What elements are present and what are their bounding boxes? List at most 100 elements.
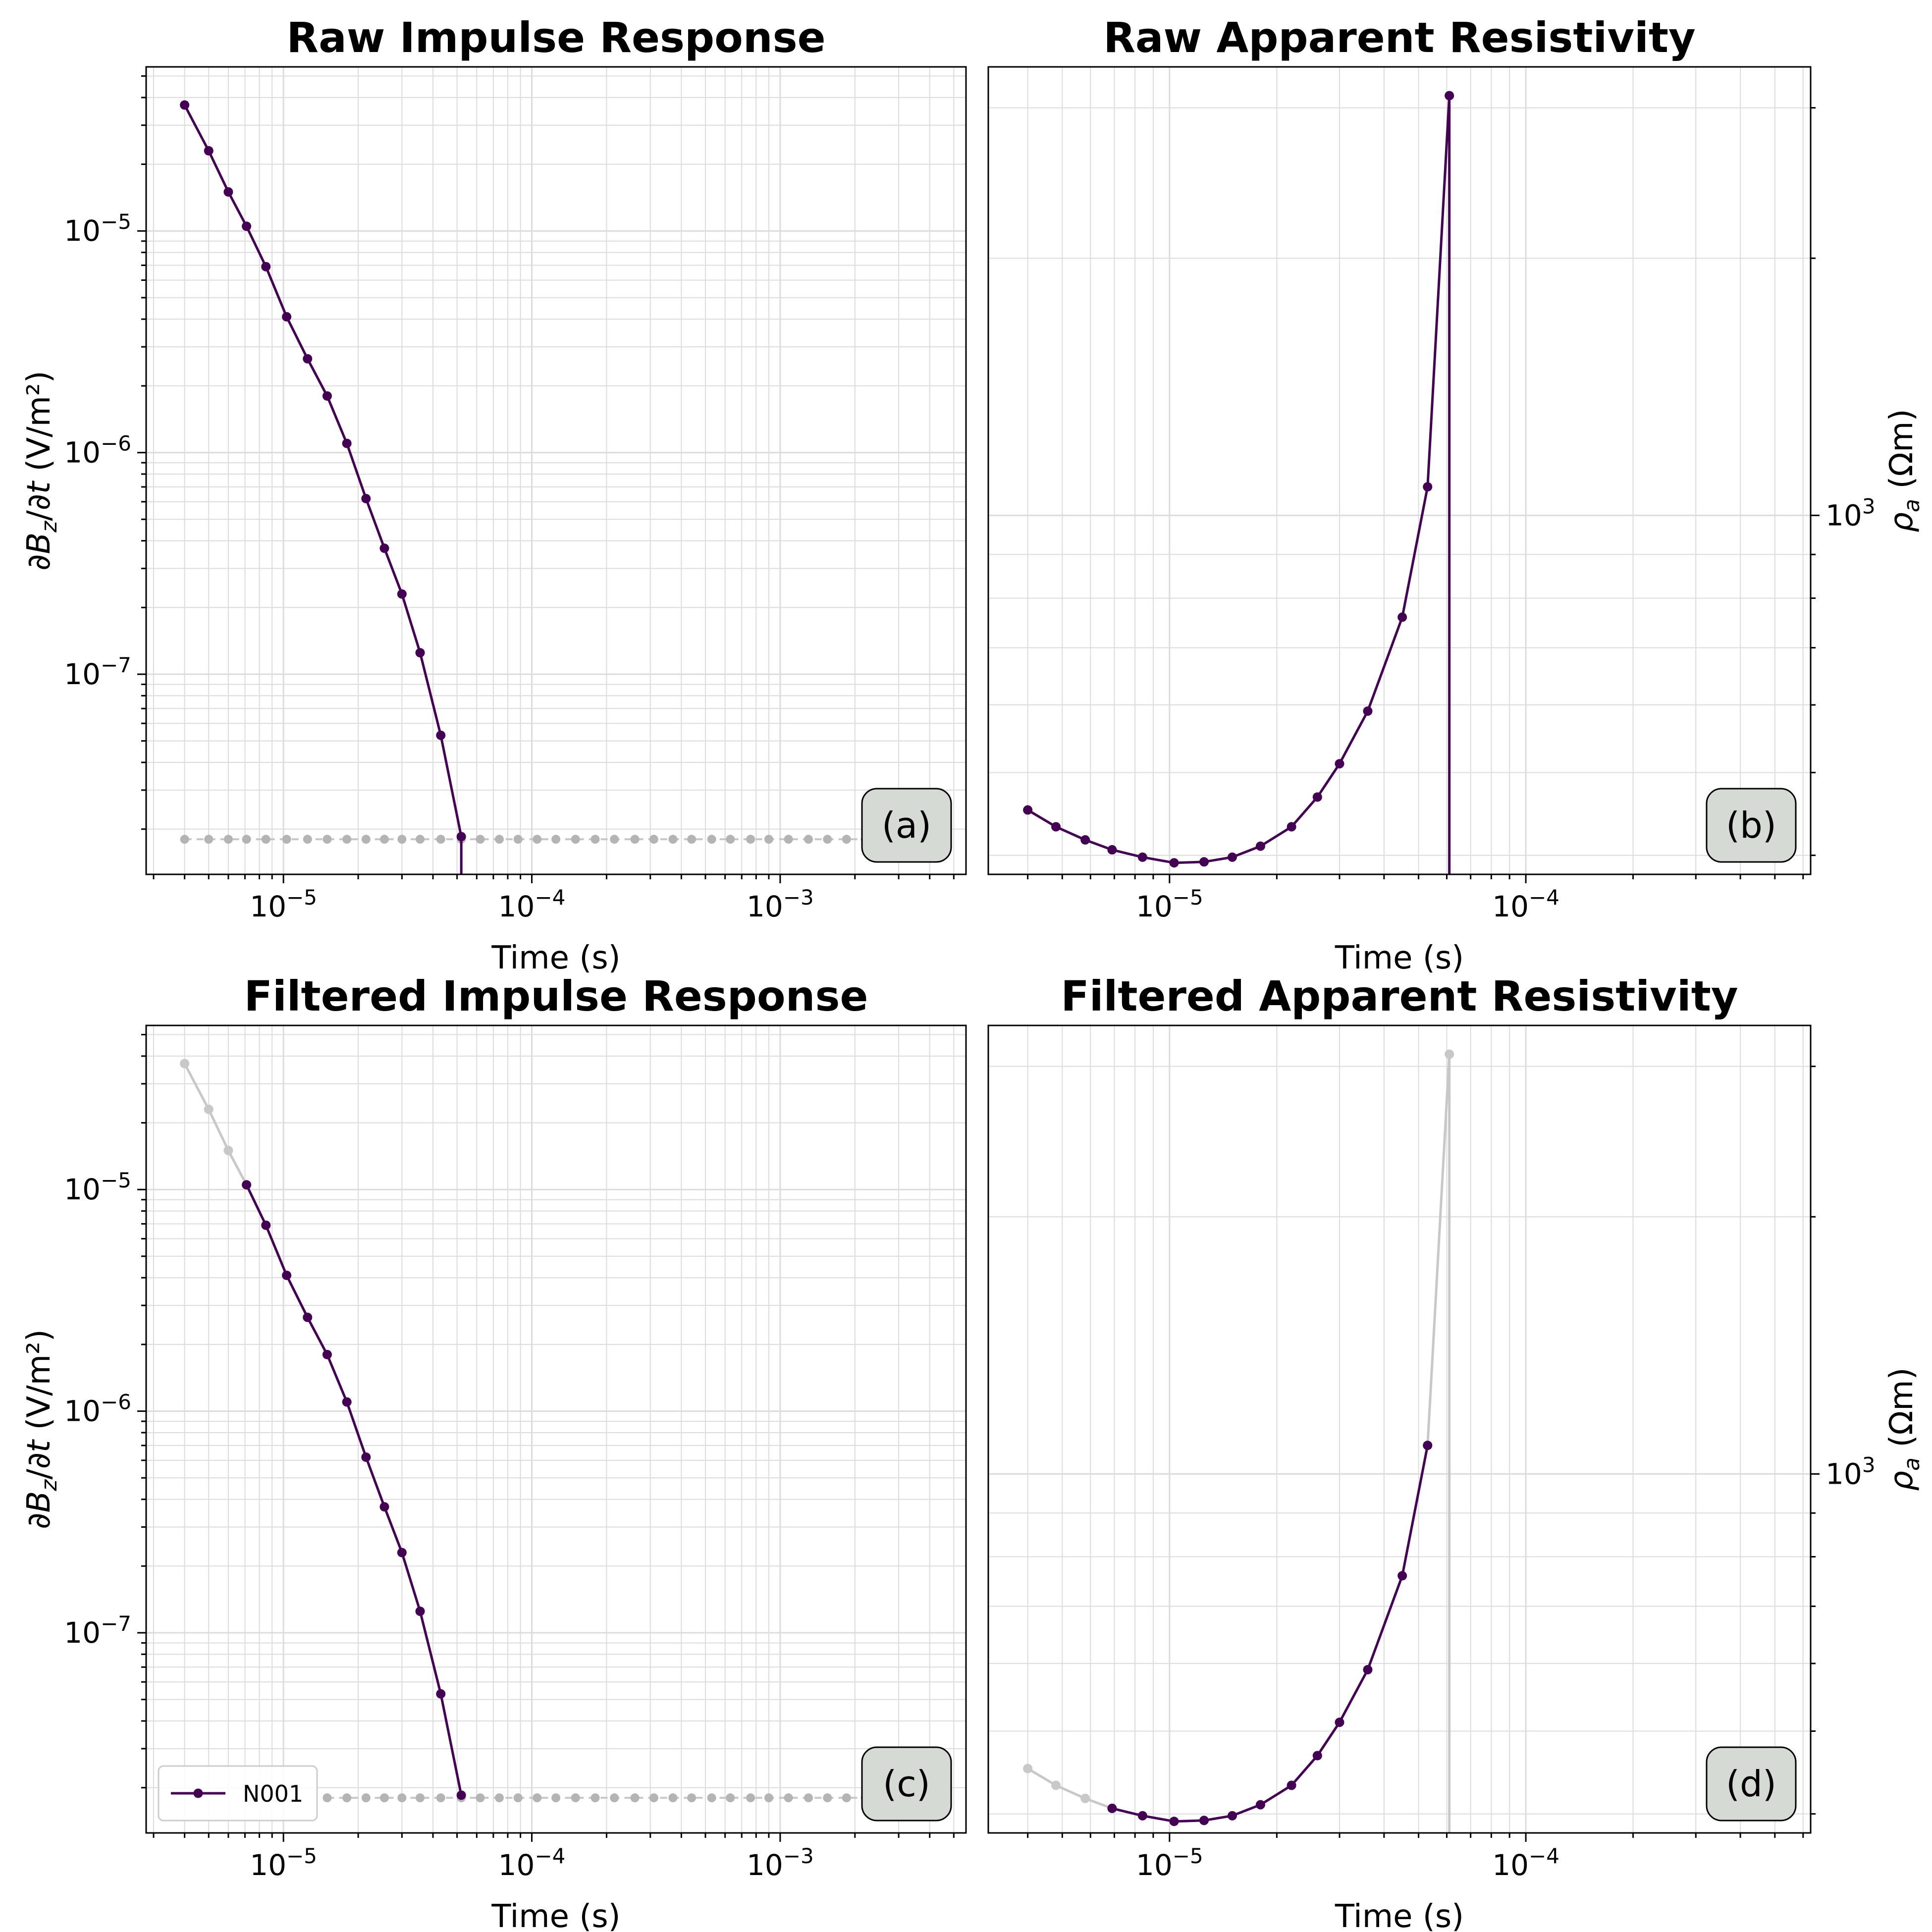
data-point bbox=[379, 1502, 389, 1512]
masked-point bbox=[823, 835, 832, 844]
panel-label: (d) bbox=[1726, 1763, 1776, 1805]
series-line bbox=[1112, 1445, 1429, 1823]
masked-point bbox=[804, 1793, 813, 1803]
data-point bbox=[204, 146, 214, 156]
data-point bbox=[1312, 792, 1322, 802]
data-point bbox=[1287, 1780, 1296, 1790]
panel-label: (c) bbox=[883, 1763, 930, 1805]
data-point bbox=[361, 493, 371, 503]
masked-point bbox=[1023, 1764, 1033, 1773]
masked-point bbox=[180, 835, 189, 844]
masked-series-line bbox=[1027, 1767, 1113, 1810]
series-group bbox=[1023, 91, 1454, 874]
x-tick-label: 10−4 bbox=[498, 1844, 566, 1882]
masked-point bbox=[436, 1793, 445, 1803]
y-axis-label: ∂Bz/∂t (V/m²) bbox=[21, 1329, 62, 1529]
y-tick-label: 10−7 bbox=[64, 1611, 131, 1650]
masked-point bbox=[180, 1059, 190, 1069]
axes-frame bbox=[987, 1024, 1812, 1834]
chart-title: Filtered Impulse Response bbox=[244, 972, 868, 1020]
masked-point bbox=[282, 835, 291, 844]
masked-point bbox=[1445, 1049, 1454, 1059]
masked-point bbox=[416, 835, 425, 844]
masked-point bbox=[303, 835, 312, 844]
data-point bbox=[379, 543, 389, 553]
data-point bbox=[1169, 1817, 1179, 1826]
x-tick-label: 10−4 bbox=[1492, 885, 1559, 923]
y-tick-label: 10−5 bbox=[64, 210, 131, 248]
data-point bbox=[1199, 1816, 1209, 1825]
x-tick-label: 10−4 bbox=[498, 885, 566, 923]
masked-point bbox=[764, 835, 773, 844]
axes-frame bbox=[145, 66, 967, 875]
masked-point bbox=[551, 1793, 561, 1803]
masked-point bbox=[842, 1793, 851, 1803]
data-point bbox=[322, 391, 332, 401]
x-axis-label: Time (s) bbox=[491, 1898, 620, 1932]
masked-point bbox=[610, 835, 619, 844]
axes-frame bbox=[987, 66, 1812, 875]
masked-point bbox=[571, 835, 580, 844]
data-point bbox=[1335, 759, 1344, 769]
y-tick-label: 10−6 bbox=[64, 431, 131, 470]
series-line bbox=[183, 104, 463, 874]
masked-point bbox=[322, 835, 332, 844]
masked-point bbox=[590, 835, 600, 844]
data-point bbox=[1423, 1441, 1433, 1450]
grid bbox=[988, 1025, 1811, 1833]
masked-point bbox=[551, 835, 561, 844]
data-point bbox=[242, 1180, 252, 1190]
data-point bbox=[436, 1689, 446, 1699]
series-group bbox=[1023, 1049, 1454, 1833]
masked-point bbox=[746, 835, 755, 844]
legend-box bbox=[158, 1765, 318, 1822]
y-tick-label: 10−5 bbox=[64, 1168, 131, 1206]
data-point bbox=[456, 1790, 466, 1800]
masked-point bbox=[649, 1793, 658, 1803]
panel-label-box bbox=[861, 788, 952, 863]
masked-point bbox=[726, 835, 735, 844]
chart-title: Raw Impulse Response bbox=[286, 13, 825, 62]
panel-label-box bbox=[1706, 788, 1797, 863]
data-point bbox=[1255, 841, 1265, 851]
masked-point bbox=[223, 835, 233, 844]
masked-point bbox=[571, 1793, 580, 1803]
data-point bbox=[303, 1312, 313, 1322]
masked-point bbox=[342, 835, 352, 844]
masked-series-line bbox=[183, 1063, 248, 1185]
data-point bbox=[1107, 1803, 1117, 1813]
x-tick-label: 10−3 bbox=[747, 1844, 814, 1882]
data-point bbox=[223, 187, 233, 197]
x-tick-label: 10−5 bbox=[250, 885, 317, 923]
x-tick-label: 10−5 bbox=[1136, 1844, 1203, 1882]
x-axis-label: Time (s) bbox=[1335, 940, 1464, 976]
y-axis-label: ρa (Ωm) bbox=[1883, 1367, 1925, 1491]
masked-point bbox=[687, 835, 697, 844]
masked-point bbox=[630, 1793, 640, 1803]
y-axis-label: ρa (Ωm) bbox=[1883, 409, 1925, 532]
data-point bbox=[342, 1397, 352, 1407]
data-point bbox=[282, 1270, 292, 1280]
data-point bbox=[1335, 1717, 1344, 1727]
masked-point bbox=[590, 1793, 600, 1803]
data-point bbox=[361, 1452, 371, 1462]
data-point bbox=[303, 354, 313, 364]
data-point bbox=[1169, 858, 1179, 868]
masked-point bbox=[746, 1793, 755, 1803]
data-point bbox=[1023, 805, 1033, 815]
masked-point bbox=[1080, 1793, 1090, 1803]
masked-point bbox=[707, 1793, 716, 1803]
y-tick-label: 10−6 bbox=[64, 1390, 131, 1428]
masked-point bbox=[322, 1793, 332, 1803]
masked-point bbox=[204, 1104, 214, 1114]
data-point bbox=[1287, 822, 1296, 832]
data-point bbox=[415, 648, 425, 658]
masked-point bbox=[668, 1793, 678, 1803]
panel-a: 10−5 10−4 10−3 10−7 10−6 10−5 Raw Impulse Resp… bbox=[21, 13, 967, 976]
masked-point bbox=[476, 1793, 485, 1803]
data-point bbox=[1227, 852, 1237, 862]
masked-point bbox=[379, 1793, 389, 1803]
data-point bbox=[1051, 822, 1061, 832]
data-point bbox=[261, 262, 271, 271]
masked-point bbox=[513, 1793, 523, 1803]
